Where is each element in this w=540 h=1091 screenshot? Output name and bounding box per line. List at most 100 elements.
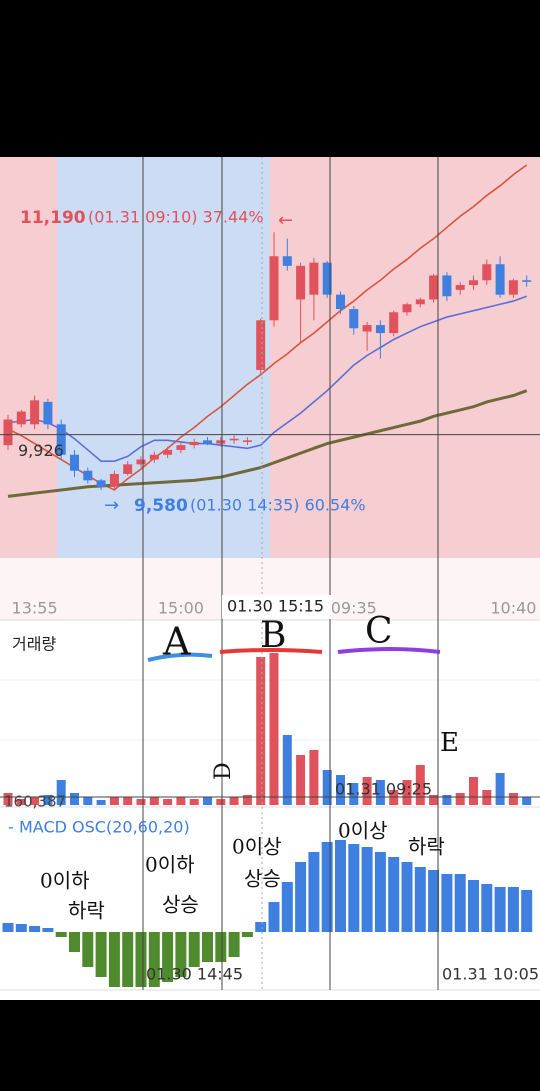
candle-body xyxy=(136,459,146,465)
volume-bar xyxy=(442,795,452,805)
macd-bar xyxy=(122,932,134,987)
macd-bar xyxy=(241,932,253,937)
candle-body xyxy=(349,309,359,329)
candle-body xyxy=(189,441,199,446)
candle-body xyxy=(322,262,332,295)
candle-body xyxy=(43,401,53,425)
user-lines xyxy=(142,157,439,990)
candle-body xyxy=(469,280,478,286)
volume-bar xyxy=(296,755,306,805)
candle-body xyxy=(429,275,439,300)
candle-body xyxy=(56,424,66,455)
macd-bar xyxy=(361,847,373,932)
volume-current: 160,387 xyxy=(4,793,66,811)
volume-bar xyxy=(216,799,226,805)
macd-bar xyxy=(521,890,533,932)
macd-bar xyxy=(321,842,333,932)
x-tick-label: 13:55 xyxy=(12,599,58,618)
low-detail: (01.30 14:35) 60.54% xyxy=(190,496,366,515)
candle-body xyxy=(375,325,385,334)
macd-bar xyxy=(135,932,147,987)
candle-body xyxy=(123,464,133,474)
macd-bar xyxy=(175,932,187,977)
volume-bar xyxy=(389,790,399,805)
macd-bar xyxy=(55,932,67,937)
point-label: E xyxy=(440,728,459,758)
volume-bar xyxy=(429,795,439,805)
macd-bar xyxy=(481,884,493,932)
macd-bar xyxy=(82,932,94,967)
candle-body xyxy=(30,400,40,425)
volume-bar xyxy=(56,780,66,805)
candle-body xyxy=(415,299,425,305)
volume-bar xyxy=(70,793,79,805)
candle-body xyxy=(389,312,399,334)
volume-bar xyxy=(163,799,173,805)
candle-body xyxy=(522,280,532,282)
volume-bar xyxy=(282,735,292,805)
macd-bar xyxy=(468,880,479,932)
volume-bar xyxy=(375,780,385,805)
candle-body xyxy=(508,280,518,295)
underline xyxy=(147,652,213,662)
macd-bar xyxy=(148,932,160,987)
candle-body xyxy=(83,470,93,481)
volume-bar xyxy=(16,799,26,805)
volume-bar xyxy=(415,765,425,805)
candle-body xyxy=(176,445,186,450)
candle-body xyxy=(482,264,492,281)
volume-bar xyxy=(256,657,266,805)
volume-bar xyxy=(176,797,186,805)
volume-bar xyxy=(402,780,412,805)
volume-bar xyxy=(508,793,518,805)
volume-bar xyxy=(322,770,332,805)
candle-body xyxy=(442,275,452,297)
macd-bar xyxy=(255,922,267,932)
range-shade xyxy=(270,157,540,558)
crosshair-time: 01.31 09:25 xyxy=(335,780,432,799)
candle-body xyxy=(96,480,106,487)
underline xyxy=(219,648,323,654)
point-label: D xyxy=(211,762,236,780)
panel-title: MACD OSC(20,60,20) xyxy=(19,818,190,837)
macd-bar xyxy=(2,923,14,932)
underline xyxy=(337,647,441,654)
candle-body xyxy=(3,419,13,446)
candle-body xyxy=(229,438,239,441)
volume-bar xyxy=(30,797,40,805)
candle-body xyxy=(362,325,372,332)
candle-body xyxy=(242,440,252,442)
macd-bar xyxy=(494,887,506,932)
volume-bar xyxy=(189,799,199,805)
candle-body xyxy=(203,440,212,444)
volume-bar xyxy=(495,773,505,805)
high-detail: (01.31 09:10) 37.44% xyxy=(88,208,264,227)
macd-bar xyxy=(29,926,41,932)
volume-bar xyxy=(123,797,133,805)
macd-bar xyxy=(215,932,227,962)
candle-body xyxy=(495,264,505,295)
macd-bar xyxy=(202,932,213,962)
macd-bar xyxy=(388,857,400,932)
current-price: 9,926 xyxy=(18,441,64,460)
volume-bar xyxy=(203,797,212,805)
indicator-line xyxy=(7,295,527,462)
volume-bar xyxy=(96,800,106,805)
volume-bar xyxy=(482,790,492,805)
note: 0이하 xyxy=(40,869,90,893)
candle-body xyxy=(269,256,279,321)
volume-bar xyxy=(83,797,93,805)
macd-bar xyxy=(507,887,519,932)
candle-body xyxy=(296,265,306,300)
note: 하락 xyxy=(408,835,445,859)
volume-bar xyxy=(3,793,13,805)
volume-bar xyxy=(149,797,159,805)
macd-bar xyxy=(335,840,346,932)
note: 0이상 xyxy=(338,819,388,843)
crosshair-box xyxy=(222,595,332,619)
macd-bar xyxy=(401,862,413,932)
volume-bar xyxy=(522,797,532,805)
macd-bar xyxy=(441,874,453,932)
note: 상승 xyxy=(244,867,281,891)
crosshair-time: 01.30 15:15 xyxy=(227,597,324,616)
